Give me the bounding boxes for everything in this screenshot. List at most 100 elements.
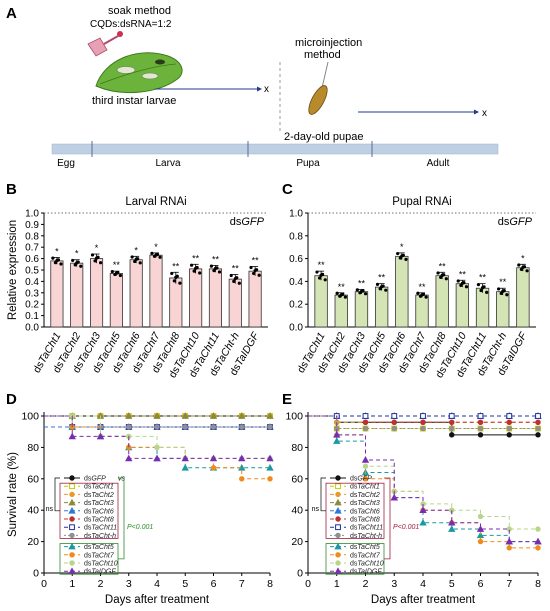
x-tick-label: 8 bbox=[535, 578, 541, 590]
bar bbox=[169, 277, 183, 328]
data-point bbox=[464, 285, 469, 289]
y-tick-label: 0.6 bbox=[289, 254, 303, 265]
y-tick-label: 0.7 bbox=[25, 243, 39, 254]
data-point bbox=[501, 289, 505, 293]
y-tick-label: 100 bbox=[285, 411, 303, 423]
survival-marker bbox=[362, 476, 369, 482]
data-point bbox=[476, 282, 481, 287]
ns-bracket bbox=[54, 477, 60, 512]
significance-mark: ** bbox=[459, 269, 467, 279]
survival-marker bbox=[419, 506, 427, 513]
legend-label: dsTaCht3 bbox=[350, 500, 380, 507]
legend-label: dsGFP bbox=[84, 476, 106, 483]
data-point bbox=[192, 269, 196, 273]
x-tick-label: 4 bbox=[420, 578, 426, 590]
timeline-bar bbox=[51, 143, 499, 155]
significance-mark: * bbox=[75, 249, 79, 259]
data-point bbox=[339, 293, 343, 297]
stage-adult: Adult bbox=[427, 158, 450, 169]
survival-marker bbox=[362, 425, 369, 432]
survival-marker bbox=[535, 413, 541, 419]
bar bbox=[516, 267, 530, 328]
stage-pupa: Pupa bbox=[296, 158, 320, 169]
survival-marker bbox=[534, 537, 542, 545]
survival-marker bbox=[391, 419, 397, 425]
legend-label: dsTaCht11 bbox=[84, 525, 117, 532]
data-point bbox=[252, 271, 256, 276]
legend-label: dsTaCht7 bbox=[350, 552, 381, 559]
survival-marker bbox=[69, 475, 75, 481]
data-point bbox=[150, 251, 154, 255]
survival-marker bbox=[69, 524, 75, 531]
significance-mark: * bbox=[521, 253, 525, 263]
panel-d-label: D bbox=[6, 391, 17, 408]
survival-marker bbox=[477, 419, 484, 425]
significance-mark: ** bbox=[232, 264, 240, 274]
data-point bbox=[249, 265, 253, 270]
survival-marker bbox=[390, 493, 398, 501]
survival-marker bbox=[333, 437, 341, 444]
x-tick-label: 2 bbox=[363, 578, 369, 590]
legend-label: dsTaCht11 bbox=[350, 525, 383, 532]
survival-marker bbox=[153, 454, 161, 462]
survival-marker bbox=[448, 518, 456, 526]
soak-subject: third instar larvae bbox=[92, 95, 176, 107]
y-tick-label: 0.8 bbox=[25, 231, 39, 242]
legend-label: dsTaCht7 bbox=[84, 552, 115, 559]
data-point bbox=[319, 273, 323, 277]
y-tick-label: 60 bbox=[291, 473, 303, 485]
legend-label: dsTaCht10 bbox=[84, 561, 118, 568]
survival-marker bbox=[505, 537, 513, 545]
survival-marker bbox=[420, 413, 426, 419]
data-point bbox=[436, 271, 440, 275]
survival-line bbox=[44, 415, 270, 480]
significance-mark: ** bbox=[192, 253, 200, 263]
survival-marker bbox=[449, 419, 455, 425]
significance-mark: ** bbox=[479, 273, 487, 283]
legend-label: dsTaCht10 bbox=[350, 561, 384, 568]
survival-marker bbox=[448, 413, 455, 419]
y-tick-label: 100 bbox=[21, 411, 39, 423]
significance-mark: ** bbox=[172, 261, 180, 271]
data-point bbox=[90, 253, 95, 257]
bar bbox=[334, 294, 348, 328]
survival-marker bbox=[68, 567, 76, 574]
panel-a-label: A bbox=[6, 5, 17, 22]
data-point bbox=[525, 269, 529, 273]
survival-marker bbox=[362, 463, 369, 469]
survival-marker bbox=[477, 513, 484, 520]
significance-mark: ** bbox=[318, 260, 326, 270]
survival-marker bbox=[335, 516, 341, 522]
survival-line bbox=[44, 415, 270, 428]
chart-title: Pupal RNAi bbox=[392, 196, 451, 208]
data-point bbox=[178, 281, 182, 285]
ns-label: ns bbox=[46, 506, 54, 513]
survival-marker bbox=[449, 425, 455, 432]
y-tick-label: 0.0 bbox=[289, 323, 303, 334]
pupa-arrowhead bbox=[474, 109, 479, 115]
y-tick-label: 80 bbox=[27, 442, 39, 454]
data-point bbox=[99, 261, 103, 265]
legend-label: dsTaCht6 bbox=[84, 508, 114, 515]
survival-marker bbox=[182, 424, 188, 430]
micro-title-1: microinjection bbox=[295, 37, 362, 49]
significance-mark: ** bbox=[418, 282, 426, 292]
survival-marker bbox=[69, 483, 75, 490]
y-tick-label: 0.2 bbox=[25, 300, 39, 311]
data-point bbox=[420, 293, 424, 297]
bar bbox=[435, 275, 449, 328]
y-tick-label: 20 bbox=[291, 536, 303, 548]
survival-marker bbox=[477, 538, 484, 545]
data-point bbox=[134, 257, 138, 261]
larval-survival-chart: 0 20 40 60 80 100 0 1 2 3 4 5 6 7 8 Days after treatmen… bbox=[7, 411, 274, 606]
data-point bbox=[94, 256, 99, 260]
y-tick-label: 0.4 bbox=[25, 277, 39, 288]
stage-larva: Larva bbox=[155, 158, 180, 169]
survival-marker bbox=[125, 412, 133, 419]
survival-marker bbox=[335, 491, 341, 498]
survival-marker bbox=[449, 432, 455, 438]
survival-marker bbox=[181, 454, 189, 462]
